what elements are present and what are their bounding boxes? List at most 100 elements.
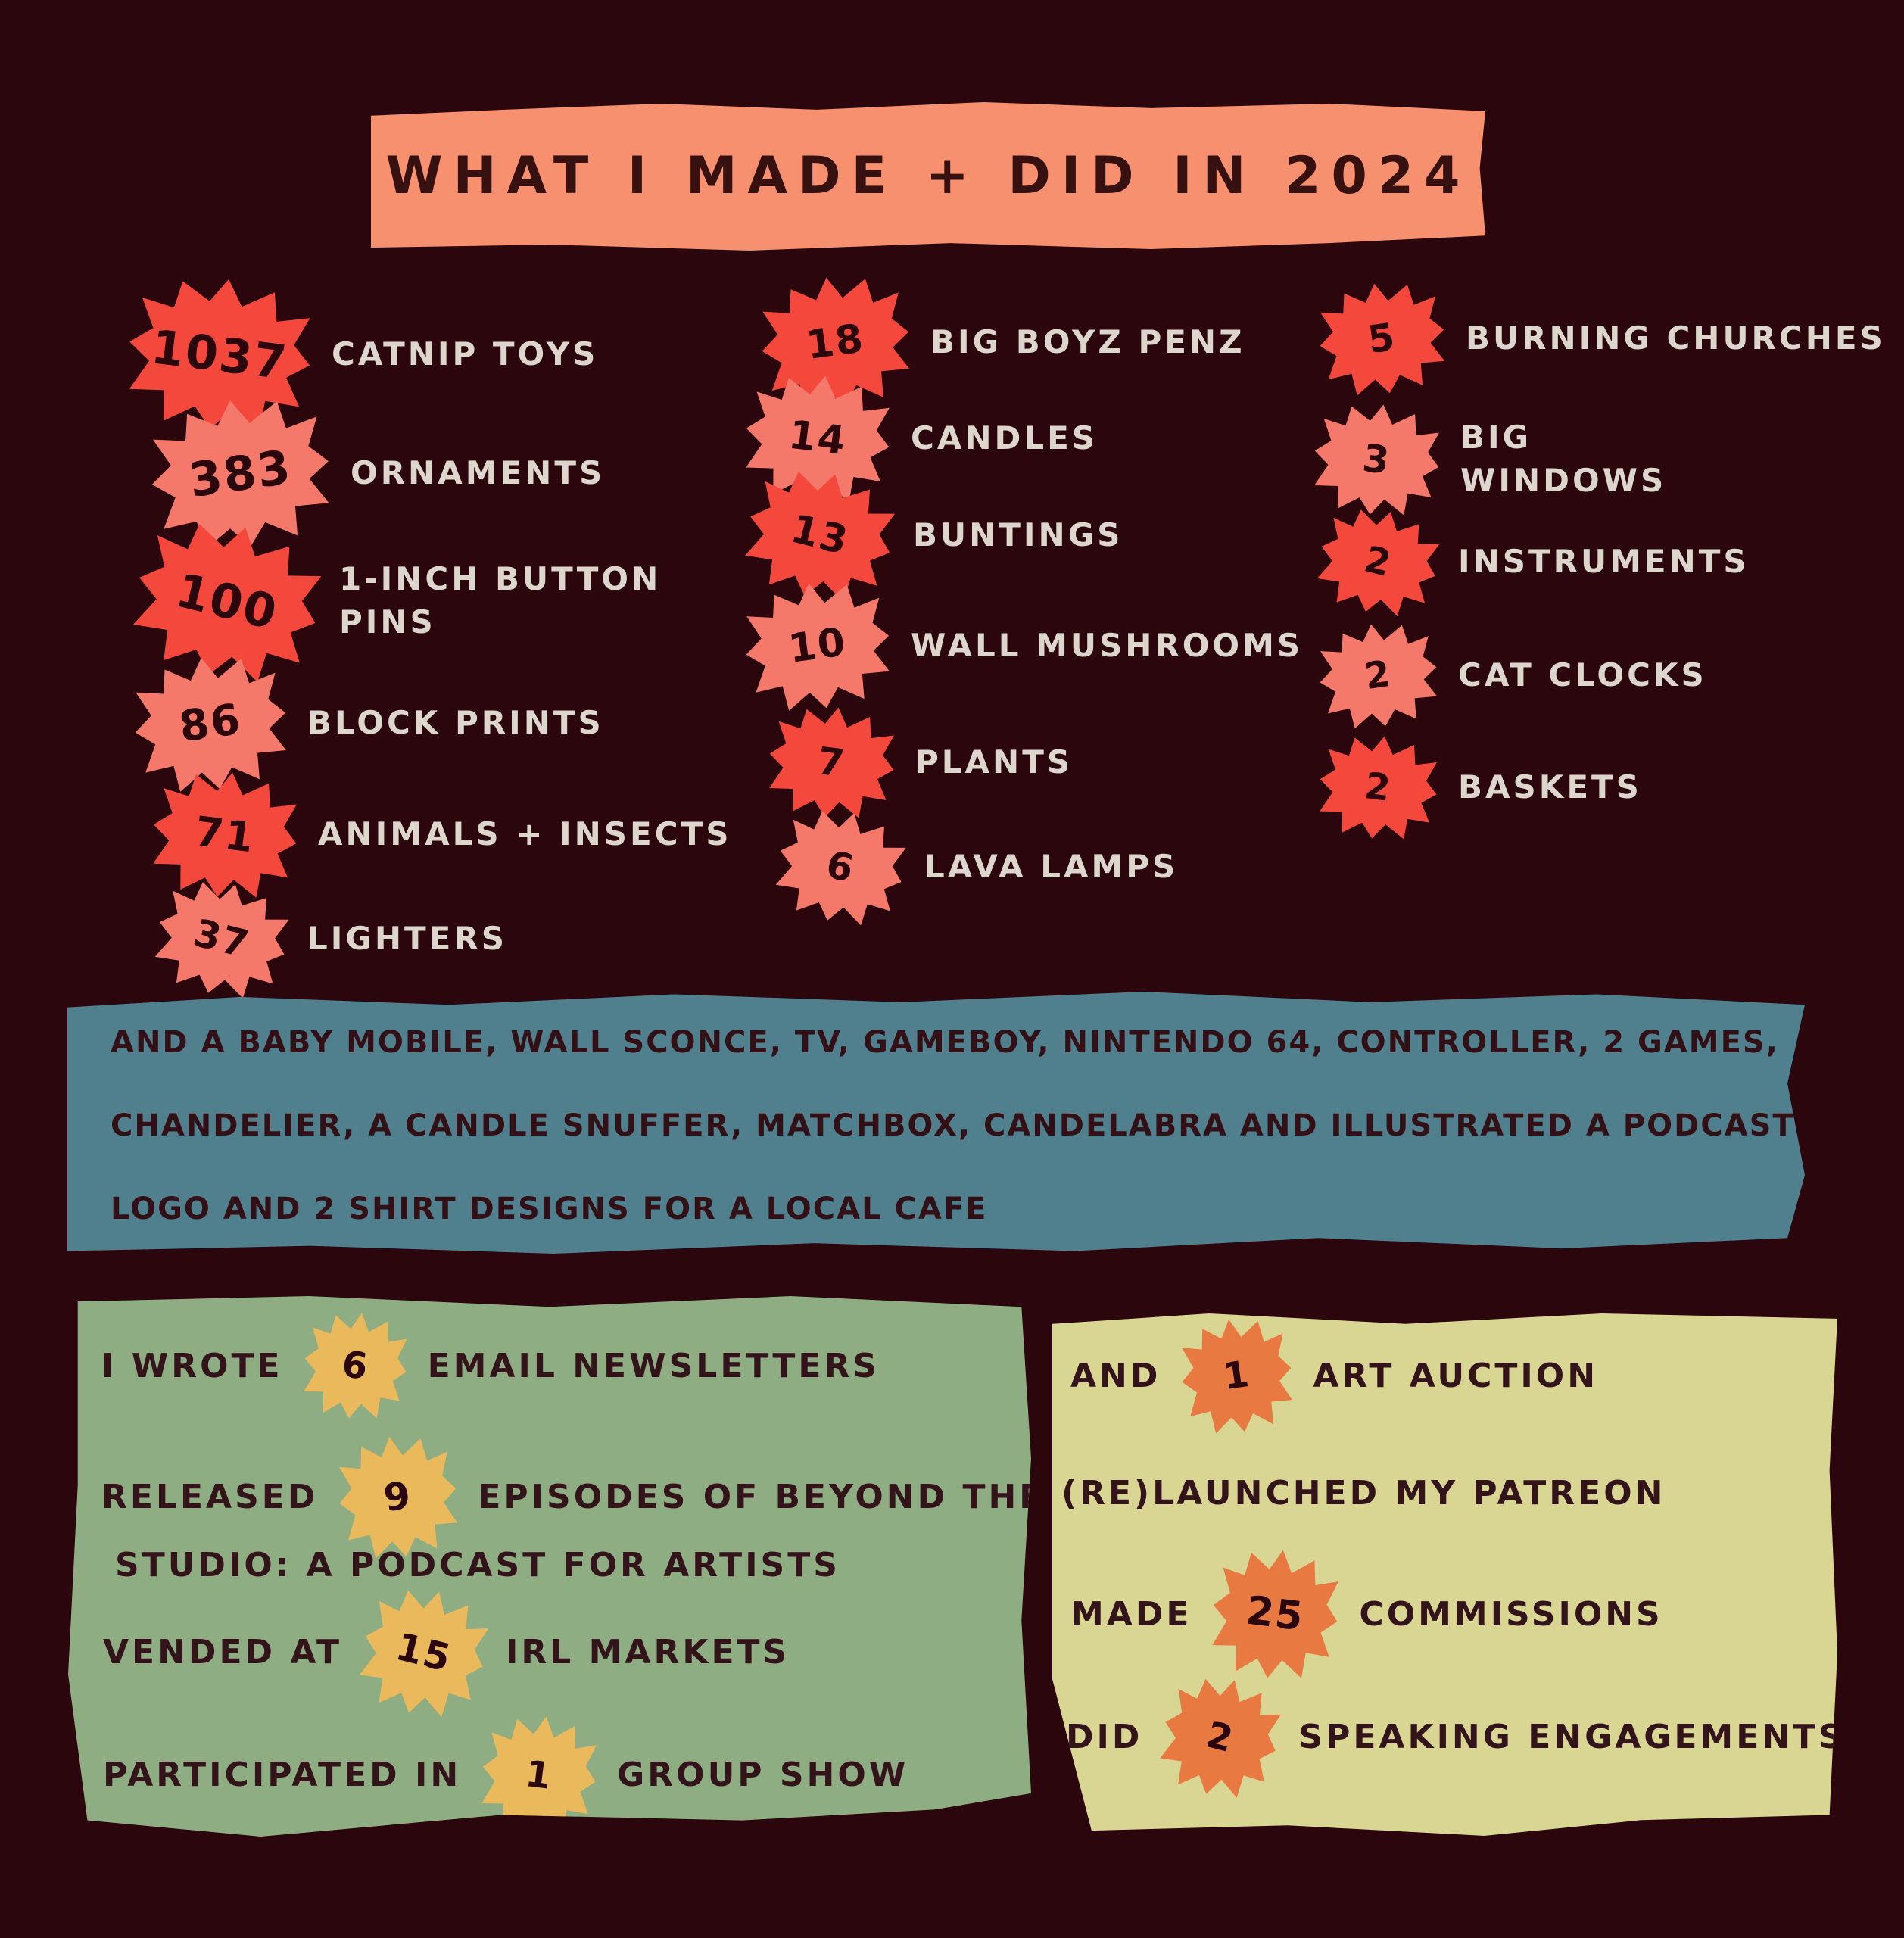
stat-line: I WROTE 6 EMAIL NEWSLETTERS (101, 1313, 880, 1419)
stat-line: RELEASED 9 EPISODES OF BEYOND THE (101, 1436, 1045, 1557)
tally-item: 3 BIG WINDOWS (1314, 404, 1672, 515)
splat-badge: 10 (737, 574, 897, 718)
splat-badge: 6 (298, 1307, 413, 1424)
tally-item: 383 ORNAMENTS (151, 400, 605, 547)
item-label: ANIMALS + INSECTS (318, 815, 732, 853)
tally-item: 1037 CATNIP TOYS (129, 279, 598, 430)
stat-post: EPISODES OF BEYOND THE (478, 1477, 1045, 1516)
stat-pre: VENDED AT (103, 1633, 343, 1672)
stat-post: COMMISSIONS (1359, 1594, 1663, 1634)
tally-item: 86 BLOCK PRINTS (135, 657, 604, 790)
item-count: 383 (185, 438, 295, 509)
item-count: 71 (192, 807, 258, 862)
tally-item: 10 WALL MUSHROOMS (746, 583, 1303, 709)
item-label: BLOCK PRINTS (307, 704, 604, 742)
item-count: 10 (786, 618, 849, 673)
extras-banner: AND A BABY MOBILE, WALL SCONCE, TV, GAME… (67, 992, 1805, 1254)
panel-activities-left: I WROTE 6 EMAIL NEWSLETTERS RELEASED 9 E… (68, 1296, 1031, 1837)
title-banner: WHAT I MADE + DID IN 2024 (371, 101, 1485, 251)
splat-badge: 2 (1313, 729, 1442, 846)
splat-badge: 1 (475, 1709, 603, 1840)
stat-line: PARTICIPATED IN 1 GROUP SHOW (103, 1716, 908, 1834)
stat-line: VENDED AT 15 IRL MARKETS (103, 1590, 790, 1715)
stat-count: 6 (339, 1343, 372, 1388)
stat-post: ART AUCTION (1313, 1356, 1599, 1395)
stat-pre: DID (1066, 1718, 1143, 1756)
item-label: WALL MUSHROOMS (911, 626, 1304, 664)
splat-badge: 25 (1206, 1543, 1345, 1686)
tally-item: 2 BASKETS (1320, 736, 1642, 839)
item-label: BUNTINGS (913, 516, 1123, 553)
item-count: 86 (176, 694, 245, 752)
splat-badge: 3 (1308, 397, 1446, 522)
tally-item: 37 LIGHTERS (157, 883, 507, 995)
item-label: BIG BOYZ PENZ (930, 322, 1245, 360)
extras-line: CHANDELIER, A CANDLE SNUFFER, MATCHBOX, … (111, 1108, 1795, 1143)
item-count: 6 (821, 842, 860, 892)
item-label: INSTRUMENTS (1458, 542, 1750, 580)
stat-line: DID 2 SPEAKING ENGAGEMENTS (1066, 1678, 1846, 1796)
item-count: 2 (1362, 652, 1395, 699)
item-count: 13 (786, 506, 854, 565)
stat-pre: AND (1070, 1356, 1161, 1395)
tally-item: 18 BIG BOYZ PENZ (762, 277, 1245, 407)
page-title: WHAT I MADE + DID IN 2024 (385, 145, 1471, 206)
stat-pre: MADE (1070, 1594, 1192, 1634)
item-label: LAVA LAMPS (924, 847, 1179, 885)
stat-count: 25 (1244, 1587, 1307, 1640)
item-count: 3 (1360, 435, 1394, 484)
stat-count: 1 (523, 1752, 556, 1798)
splat-badge: 9 (332, 1429, 465, 1565)
stat-post: IRL MARKETS (506, 1633, 790, 1672)
item-count: 100 (170, 562, 284, 640)
item-label: CANDLES (911, 419, 1098, 456)
item-count: 37 (189, 910, 254, 967)
stat-pre: I WROTE (101, 1346, 283, 1385)
stat-line: AND 1 ART AUCTION (1070, 1319, 1598, 1432)
splat-badge: 7 (763, 699, 901, 824)
stat-line: MADE 25 COMMISSIONS (1070, 1550, 1663, 1678)
tally-item: 2 CAT CLOCKS (1320, 624, 1707, 727)
item-count: 7 (815, 738, 849, 787)
tally-item: 6 LAVA LAMPS (778, 812, 1178, 922)
stat-line-continuation: STUDIO: A PODCAST FOR ARTISTS (115, 1546, 840, 1584)
item-label: 1-INCH BUTTON PINS (339, 560, 662, 640)
item-label: CAT CLOCKS (1458, 656, 1707, 693)
tally-item: 5 BURNING CHURCHES (1320, 283, 1886, 394)
tally-item: 13 BUNTINGS (748, 472, 1123, 598)
stat-post: EMAIL NEWSLETTERS (427, 1346, 880, 1385)
tally-item: 2 INSTRUMENTS (1320, 510, 1750, 613)
item-label: BURNING CHURCHES (1466, 319, 1886, 357)
item-label: CATNIP TOYS (332, 335, 599, 372)
splat-badge: 2 (1309, 497, 1447, 625)
item-label: BIG WINDOWS (1460, 419, 1667, 499)
stat-line-continuation: (RE)LAUNCHED MY PATREON (1061, 1474, 1666, 1513)
item-count: 2 (1360, 537, 1397, 586)
item-count: 5 (1365, 314, 1399, 363)
stat-post: GROUP SHOW (617, 1756, 909, 1794)
tally-item: 100 1-INCH BUTTON PINS (136, 525, 695, 677)
splat-badge: 37 (146, 869, 298, 1009)
item-label: LIGHTERS (307, 919, 507, 957)
item-count: 18 (803, 315, 868, 369)
splat-badge: 5 (1313, 275, 1452, 402)
stat-pre: PARTICIPATED IN (103, 1756, 462, 1794)
tally-item: 71 ANIMALS + INSECTS (153, 772, 731, 897)
panel-activities-right: AND 1 ART AUCTION (RE)LAUNCHED MY PATREO… (1052, 1313, 1837, 1836)
extras-line: LOGO AND 2 SHIRT DESIGNS FOR A LOCAL CAF… (111, 1192, 988, 1226)
item-count: 1037 (148, 318, 291, 391)
extras-line: AND A BABY MOBILE, WALL SCONCE, TV, GAME… (111, 1025, 1779, 1060)
item-count: 14 (786, 412, 849, 465)
stat-count: 1 (1220, 1352, 1254, 1399)
splat-badge: 2 (1151, 1666, 1290, 1808)
stat-count: 15 (391, 1624, 457, 1681)
item-label: PLANTS (915, 743, 1074, 780)
stat-post: SPEAKING ENGAGEMENTS (1298, 1718, 1846, 1756)
splat-badge: 6 (767, 798, 915, 936)
item-label: BASKETS (1458, 768, 1642, 805)
item-count: 2 (1362, 765, 1395, 810)
item-label: ORNAMENTS (351, 454, 606, 492)
stat-count: 9 (381, 1472, 416, 1521)
tally-item: 14 CANDLES (746, 375, 1098, 501)
